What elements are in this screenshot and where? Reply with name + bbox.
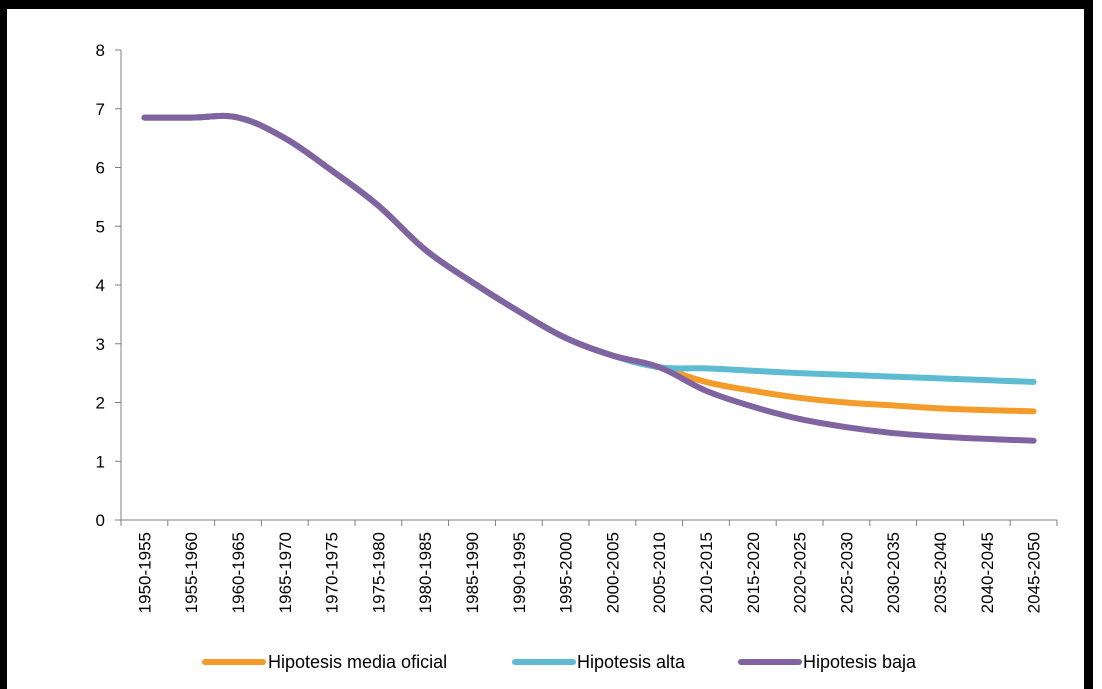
x-tick-label: 1990-1995	[510, 532, 529, 613]
y-tick-label: 2	[96, 394, 105, 413]
line-chart: 0 1 2 3 4 5 6 7 8 1950-1955 1955-1960 1960-1965 1965…	[96, 41, 1058, 672]
axes: 0 1 2 3 4 5 6 7 8 1950-1955 1955-1960 1960-1965 1965…	[96, 41, 1058, 613]
x-tick-label: 1985-1990	[463, 532, 482, 613]
x-tick-label: 2040-2045	[978, 532, 997, 613]
x-tick-label: 2045-2050	[1025, 532, 1044, 613]
x-tick-label: 1995-2000	[557, 532, 576, 613]
series-line-media-oficial	[141, 112, 1037, 415]
x-tick-label: 1965-1970	[276, 532, 295, 613]
x-tick-label: 2030-2035	[884, 532, 903, 613]
x-tick-label: 1980-1985	[416, 532, 435, 613]
legend-label: Hipotesis media oficial	[268, 652, 447, 672]
x-tick-label: 2035-2040	[931, 532, 950, 613]
legend-item-media-oficial: Hipotesis media oficial	[202, 652, 447, 672]
y-tick-label: 0	[96, 511, 105, 530]
legend-item-baja: Hipotesis baja	[738, 652, 917, 672]
legend-label: Hipotesis alta	[577, 652, 686, 672]
x-tick-label: 1960-1965	[229, 532, 248, 613]
x-tick-label: 2025-2030	[837, 532, 856, 613]
series-lines	[141, 112, 1037, 444]
series-line-alta	[141, 112, 1037, 385]
legend: Hipotesis media oficial Hipotesis alta Hip…	[202, 652, 917, 672]
y-tick-label: 4	[96, 276, 105, 295]
legend-item-alta: Hipotesis alta	[512, 652, 686, 672]
x-tick-label: 2015-2020	[744, 532, 763, 613]
x-tick-label: 1950-1955	[135, 532, 154, 613]
y-tick-label: 5	[96, 217, 105, 236]
y-tick-label: 8	[96, 41, 105, 60]
x-tick-label: 2010-2015	[697, 532, 716, 613]
x-tick-label: 2005-2010	[650, 532, 669, 613]
y-tick-label: 3	[96, 335, 105, 354]
x-tick-label: 1975-1980	[369, 532, 388, 613]
x-tick-label: 2000-2005	[603, 532, 622, 613]
y-tick-label: 6	[96, 159, 105, 178]
series-line-baja	[141, 112, 1037, 444]
y-tick-label: 7	[96, 100, 105, 119]
x-tick-label: 1970-1975	[323, 532, 342, 613]
legend-label: Hipotesis baja	[803, 652, 917, 672]
x-tick-label: 1955-1960	[182, 532, 201, 613]
x-tick-label: 2020-2025	[791, 532, 810, 613]
y-tick-label: 1	[96, 452, 105, 471]
